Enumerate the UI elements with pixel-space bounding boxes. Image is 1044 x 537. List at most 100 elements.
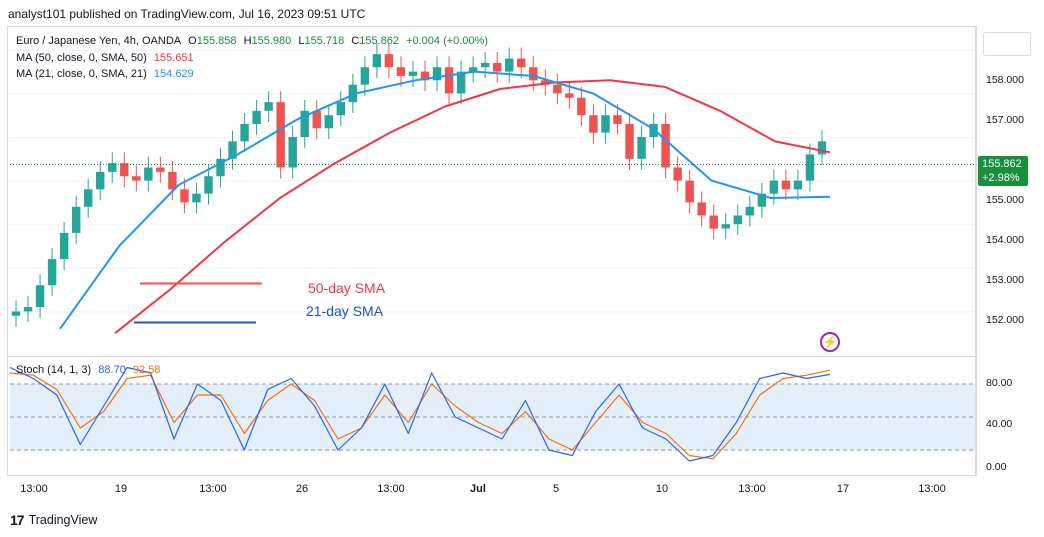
candle-body	[396, 67, 406, 76]
stoch-d-value: 92.58	[132, 364, 161, 376]
candle-body	[144, 167, 153, 181]
candle-body	[324, 115, 333, 129]
candle-body	[805, 154, 815, 181]
ma50-value: 155.651	[153, 52, 194, 64]
candle-body	[168, 171, 177, 190]
time-tick: 13:00	[377, 483, 405, 495]
ma50-label: MA (50, close, 0, SMA, 50)	[16, 52, 147, 64]
open-value: 155.858	[196, 35, 237, 47]
candle-body	[492, 62, 502, 72]
candle-body	[456, 71, 466, 94]
candle-body	[228, 141, 237, 159]
candle-body	[661, 123, 670, 168]
candle-body	[192, 193, 201, 203]
time-tick: 26	[295, 483, 309, 495]
candle-body	[180, 189, 189, 203]
candle-body	[601, 115, 610, 133]
candle-body	[517, 58, 526, 68]
low-label: L	[298, 35, 305, 47]
candle-body	[336, 102, 346, 116]
current-price: 155.862	[982, 158, 1022, 170]
high-value: 155.980	[251, 35, 292, 47]
time-tick: 13:00	[199, 483, 227, 495]
ma50-legend: MA (50, close, 0, SMA, 50) 155.651	[16, 52, 198, 64]
candle-body	[96, 171, 105, 190]
candle-body	[120, 163, 129, 177]
candle-body	[637, 137, 646, 159]
candle-body	[793, 180, 803, 190]
time-tick: 19	[114, 483, 128, 495]
candle-body	[288, 137, 297, 168]
candle-body	[384, 54, 394, 68]
stoch-tick: 40.00	[986, 418, 1013, 430]
brand-name: TradingView	[28, 513, 98, 527]
sma50-line	[114, 79, 831, 334]
candle-body	[276, 102, 285, 168]
candle-body	[252, 110, 261, 124]
symbol-name: Euro / Japanese Yen, 4h, OANDA	[16, 35, 182, 47]
scale-mode-button[interactable]	[983, 32, 1031, 56]
candle-body	[108, 163, 117, 172]
lightning-icon[interactable]: ⚡	[820, 332, 840, 352]
candle-body	[529, 67, 538, 81]
candle-body	[408, 71, 418, 76]
time-tick: 13:00	[918, 483, 946, 495]
low-value: 155.718	[304, 35, 345, 47]
ma21-label: MA (21, close, 0, SMA, 21)	[16, 68, 147, 80]
time-tick: 13:00	[20, 483, 48, 495]
candle-body	[733, 215, 742, 225]
candle-body	[673, 167, 682, 181]
candle-body	[59, 232, 69, 260]
stoch-k-value: 88.70	[98, 364, 126, 376]
stoch-tick: 0.00	[986, 461, 1007, 473]
candle-body	[432, 67, 442, 81]
sma21-annotation: 21-day SMA	[306, 303, 384, 319]
candle-body	[685, 180, 694, 203]
price-tick: 155.000	[986, 194, 1024, 206]
ma21-value: 154.629	[153, 68, 194, 80]
candle-body	[541, 80, 550, 85]
stoch-legend: Stoch (14, 1, 3) 88.70 92.58	[16, 364, 164, 376]
sma21-line	[59, 70, 831, 330]
candle-body	[757, 193, 767, 207]
candle-body	[444, 67, 454, 94]
time-tick: 10	[655, 483, 669, 495]
publisher-line: analyst101 published on TradingView.com,…	[8, 7, 366, 21]
candle-body	[817, 141, 827, 155]
candle-body	[300, 110, 309, 137]
current-price-tag: 155.862 +2.98%	[978, 156, 1028, 186]
candle-body	[11, 311, 21, 316]
candle-body	[613, 115, 622, 124]
candle-body	[240, 123, 249, 142]
candle-body	[697, 202, 706, 216]
footer-brand[interactable]: 17 TradingView	[10, 512, 97, 528]
change-value: +0.004 (+0.00%)	[406, 35, 489, 47]
ma21-legend: MA (21, close, 0, SMA, 21) 154.629	[16, 68, 198, 80]
high-label: H	[243, 35, 252, 47]
candle-body	[589, 115, 598, 133]
stoch-label: Stoch (14, 1, 3)	[16, 364, 92, 376]
price-tick: 154.000	[986, 234, 1024, 246]
chart-frame	[7, 26, 977, 476]
candle-body	[132, 176, 141, 181]
price-tick: 153.000	[986, 274, 1024, 286]
candle-body	[71, 206, 81, 233]
stoch-tick: 80.00	[986, 377, 1013, 389]
candle-body	[360, 67, 370, 85]
candle-body	[468, 67, 478, 72]
candle-body	[35, 285, 45, 308]
open-label: O	[188, 35, 197, 47]
close-label: C	[351, 35, 360, 47]
candle-body	[781, 180, 791, 190]
tradingview-logo-icon: 17	[10, 512, 25, 528]
candle-body	[553, 84, 562, 94]
time-tick: Jul	[470, 483, 486, 495]
price-tick: 152.000	[986, 314, 1024, 326]
candle-body	[216, 158, 225, 177]
candle-body	[625, 123, 634, 159]
candle-body	[769, 180, 779, 194]
price-tick: 158.000	[986, 74, 1024, 86]
time-tick: 17	[836, 483, 850, 495]
candle-body	[721, 224, 730, 229]
